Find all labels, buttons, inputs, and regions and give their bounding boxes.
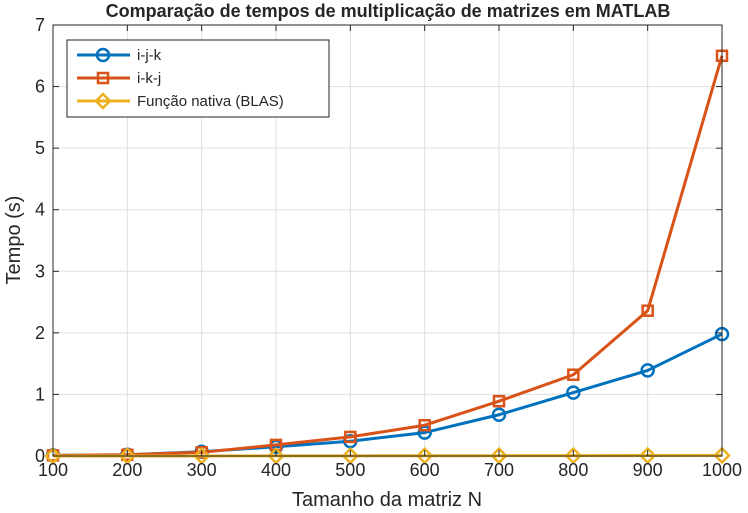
data-point	[713, 446, 731, 465]
data-point	[492, 394, 506, 408]
data-point	[564, 446, 583, 465]
x-tick-label: 200	[112, 460, 142, 480]
data-point	[341, 447, 360, 465]
legend-marker	[96, 71, 110, 85]
x-tick-label: 300	[187, 460, 217, 480]
x-axis-label: Tamanho da matriz N	[292, 489, 482, 511]
x-tick-label: 400	[261, 460, 291, 480]
chart-title: Comparação de tempos de multiplicação de…	[106, 1, 671, 21]
data-point	[344, 430, 357, 444]
data-point	[567, 368, 580, 381]
legend-label: i-j-k	[137, 47, 162, 64]
y-tick-label: 0	[35, 446, 45, 466]
y-tick-label: 5	[35, 138, 45, 158]
data-point	[44, 447, 62, 465]
ticks: 100 200 300 400 500 600 700 800 900 1000 0 1 2 3 4 5 6 7	[35, 15, 742, 480]
data-point	[638, 446, 657, 465]
data-point	[418, 418, 431, 432]
data-point	[415, 446, 434, 465]
legend: i-j-k i-k-j Função nativa (BLAS)	[66, 39, 330, 118]
series-line	[52, 55, 724, 457]
y-tick-label: 2	[35, 323, 45, 343]
data-point	[490, 446, 508, 465]
legend-label: Função nativa (BLAS)	[137, 93, 284, 110]
legend-entry: Função nativa (BLAS)	[77, 92, 284, 110]
x-tick-label: 700	[484, 460, 514, 480]
y-tick-label: 1	[35, 384, 45, 404]
x-tick-label: 500	[335, 460, 365, 480]
y-tick-label: 3	[35, 261, 45, 281]
data-point	[192, 447, 211, 465]
legend-marker	[94, 92, 112, 110]
data-point	[640, 363, 655, 378]
x-tick-label: 900	[633, 460, 663, 480]
y-tick-label: 7	[35, 15, 45, 35]
x-tick-label: 100	[38, 460, 68, 480]
legend-marker	[95, 47, 111, 63]
y-tick-label: 6	[35, 77, 45, 97]
legend-entry: i-j-k	[77, 47, 162, 64]
legend-entry: i-k-j	[77, 70, 161, 87]
data-point	[641, 304, 654, 317]
data-point	[267, 447, 285, 465]
x-tick-label: 800	[558, 460, 588, 480]
data-point	[566, 385, 581, 400]
y-axis-label: Tempo (s)	[3, 196, 25, 285]
y-tick-label: 4	[35, 200, 45, 220]
data-point	[491, 407, 507, 422]
data-point	[118, 447, 137, 465]
axes-frame	[52, 24, 723, 457]
x-tick-label: 1000	[702, 460, 742, 480]
x-tick-label: 600	[410, 460, 440, 480]
legend-label: i-k-j	[137, 70, 161, 87]
